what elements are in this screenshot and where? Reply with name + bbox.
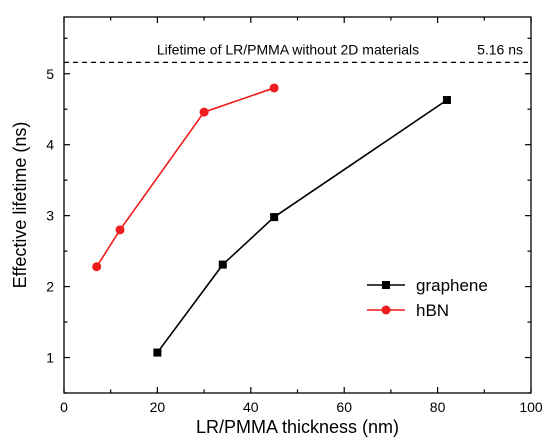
reference-line-value: 5.16 ns (477, 41, 523, 57)
y-tick-label: 5 (46, 66, 54, 82)
x-tick-label: 60 (336, 399, 352, 415)
y-tick-label: 4 (46, 137, 54, 153)
data-point-graphene (270, 213, 279, 222)
x-tick-label: 40 (243, 399, 259, 415)
y-tick-label: 1 (46, 350, 54, 366)
plot-frame (63, 16, 532, 394)
ticks-layer: 0 20 40 60 80 100 1 2 3 4 5 (46, 17, 543, 415)
legend-marker-graphene (382, 281, 390, 289)
x-tick-label: 80 (430, 399, 446, 415)
series-line-hbn (96, 87, 275, 268)
y-tick-label: 3 (46, 208, 54, 224)
legend-label-graphene: graphene (416, 276, 488, 295)
y-tick-label: 2 (46, 279, 54, 295)
data-point-hbn (269, 83, 279, 93)
legend: graphene hBN (367, 276, 488, 320)
y-axis-title: Effective lifetime (ns) (10, 122, 30, 289)
data-point-graphene (153, 348, 162, 357)
series-line-graphene (156, 99, 448, 354)
data-point-hbn (92, 262, 102, 272)
data-point-hbn (199, 107, 209, 117)
series-layer (92, 83, 451, 357)
reference-line-label: Lifetime of LR/PMMA without 2D materials (157, 41, 419, 57)
x-tick-label: 20 (150, 399, 166, 415)
x-tick-label: 100 (519, 399, 543, 415)
legend-marker-hbn (381, 305, 391, 315)
legend-label-hbn: hBN (416, 301, 449, 320)
data-point-graphene (442, 96, 451, 105)
x-axis-title: LR/PMMA thickness (nm) (196, 417, 399, 437)
x-tick-label: 0 (60, 399, 68, 415)
data-point-graphene (218, 260, 227, 269)
data-point-hbn (115, 225, 125, 235)
